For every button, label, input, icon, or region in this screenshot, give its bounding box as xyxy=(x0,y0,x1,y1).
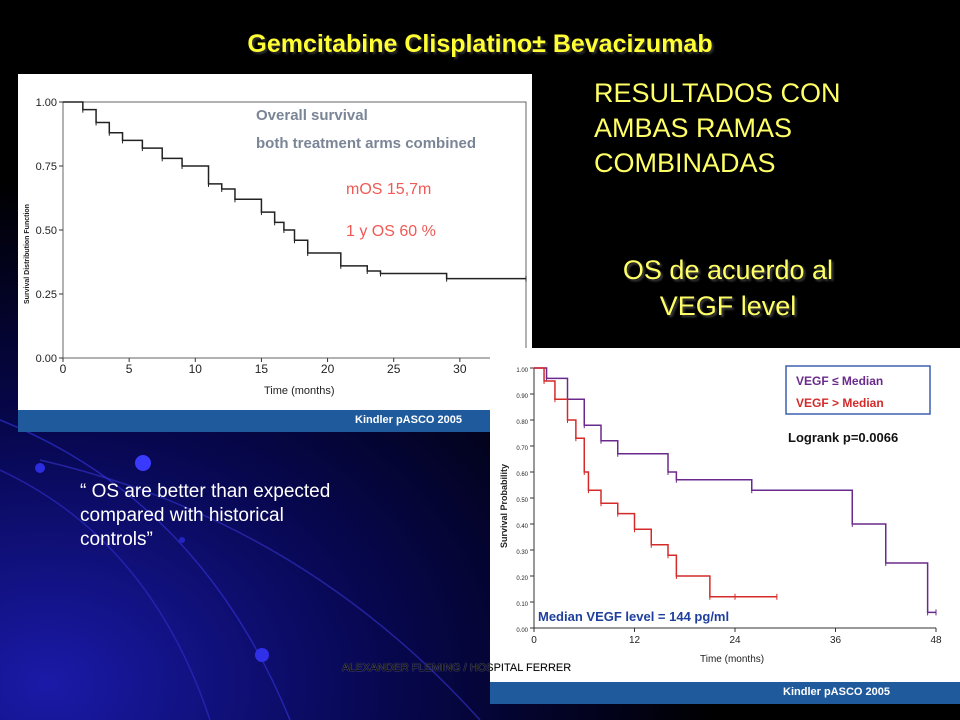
quote-line: compared with historical xyxy=(80,505,284,526)
y-tick-label: 0.80 xyxy=(516,420,528,426)
chart-title-line: Overall survival xyxy=(256,107,368,124)
median-vegf-annotation: Median VEGF level = 144 pg/ml xyxy=(538,609,729,624)
overall-survival-chart: 0 5 10 15 20 25 30 0.00 0.25 0.50 0.75 1.00 Overall… xyxy=(18,74,532,432)
vegf-survival-plot: 0 12 24 36 48 0.00 0.10 0.20 0.30 0.40 0.50 0.60 0.7… xyxy=(499,365,942,665)
decor-dot xyxy=(35,463,45,473)
x-tick-label: 30 xyxy=(453,362,467,376)
x-tick-label: 25 xyxy=(387,362,401,376)
y-tick-label: 1.00 xyxy=(36,97,57,109)
x-tick-label: 24 xyxy=(729,635,741,646)
y-tick-label: 0.20 xyxy=(516,576,528,582)
decor-dot xyxy=(135,455,151,471)
slide-title: Gemcitabine Clisplatino± Bevacizumab xyxy=(247,30,713,58)
legend-item: VEGF ≤ Median xyxy=(796,374,883,388)
y-tick-label: 0.25 xyxy=(36,289,57,301)
results-heading-line: RESULTADOS CON xyxy=(594,78,841,108)
x-tick-label: 15 xyxy=(255,362,269,376)
y-tick-label: 0.75 xyxy=(36,161,57,173)
y-tick-label: 0.00 xyxy=(516,628,528,634)
survival-curve xyxy=(534,367,936,614)
source-band: Kindler pASCO 2005 xyxy=(18,410,532,432)
y-tick-label: 1.00 xyxy=(516,368,528,374)
source-band: Kindler pASCO 2005 xyxy=(490,682,960,704)
x-tick-label: 0 xyxy=(60,362,67,376)
x-tick-label: 5 xyxy=(126,362,133,376)
y-tick-label: 0.60 xyxy=(516,472,528,478)
x-tick-label: 48 xyxy=(930,635,942,646)
vegf-survival-chart: 0 12 24 36 48 0.00 0.10 0.20 0.30 0.40 0.50 0.60 0.7… xyxy=(490,348,960,704)
median-os-annotation: mOS 15,7m xyxy=(346,181,431,198)
vegf-heading: OS de acuerdo al VEGF level xyxy=(598,252,858,324)
survival-curve xyxy=(534,367,777,598)
x-tick-label: 20 xyxy=(321,362,335,376)
y-tick-label: 0.70 xyxy=(516,446,528,452)
y-tick-label: 0.10 xyxy=(516,602,528,608)
results-heading: RESULTADOS CON AMBAS RAMAS COMBINADAS xyxy=(594,76,924,181)
chart-title-line: both treatment arms combined xyxy=(256,135,476,152)
legend-box xyxy=(785,365,931,415)
x-tick-label: 12 xyxy=(629,635,641,646)
x-axis-label: Time (months) xyxy=(264,385,335,397)
overall-survival-plot: 0 5 10 15 20 25 30 0.00 0.25 0.50 0.75 1.00 Overall… xyxy=(24,97,527,397)
x-tick-label: 10 xyxy=(189,362,203,376)
quote-line: “ OS are better than expected xyxy=(80,481,331,502)
survival-curve xyxy=(63,101,526,280)
logrank-annotation: Logrank p=0.0066 xyxy=(788,430,898,445)
source-label: Kindler pASCO 2005 xyxy=(355,414,462,426)
y-tick-label: 0.40 xyxy=(516,524,528,530)
source-label: Kindler pASCO 2005 xyxy=(783,686,890,698)
one-year-os-annotation: 1 y OS 60 % xyxy=(346,223,436,240)
vegf-heading-line: VEGF level xyxy=(659,291,797,321)
y-tick-label: 0.50 xyxy=(36,225,57,237)
legend-item: VEGF > Median xyxy=(796,396,884,410)
y-tick-label: 0.90 xyxy=(516,394,528,400)
quote-line: controls” xyxy=(80,529,153,550)
decor-dot xyxy=(179,537,185,543)
x-axis-label: Time (months) xyxy=(700,654,764,665)
decor-dot xyxy=(255,648,269,662)
quote: “ OS are better than expected compared w… xyxy=(80,480,440,552)
x-tick-label: 0 xyxy=(531,635,537,646)
y-tick-label: 0.50 xyxy=(516,498,528,504)
y-tick-label: 0.30 xyxy=(516,550,528,556)
y-tick-label: 0.00 xyxy=(36,353,57,365)
vegf-heading-line: OS de acuerdo al xyxy=(622,255,834,285)
x-tick-label: 36 xyxy=(830,635,842,646)
results-heading-line: COMBINADAS xyxy=(594,148,776,178)
y-axis-label: Survival Distribution Function xyxy=(24,204,31,304)
footer-credit: ALEXANDER FLEMING / HOSPITAL FERRER xyxy=(342,662,572,674)
results-heading-line: AMBAS RAMAS xyxy=(594,113,793,143)
y-axis-label: Survival Probability xyxy=(499,464,509,548)
